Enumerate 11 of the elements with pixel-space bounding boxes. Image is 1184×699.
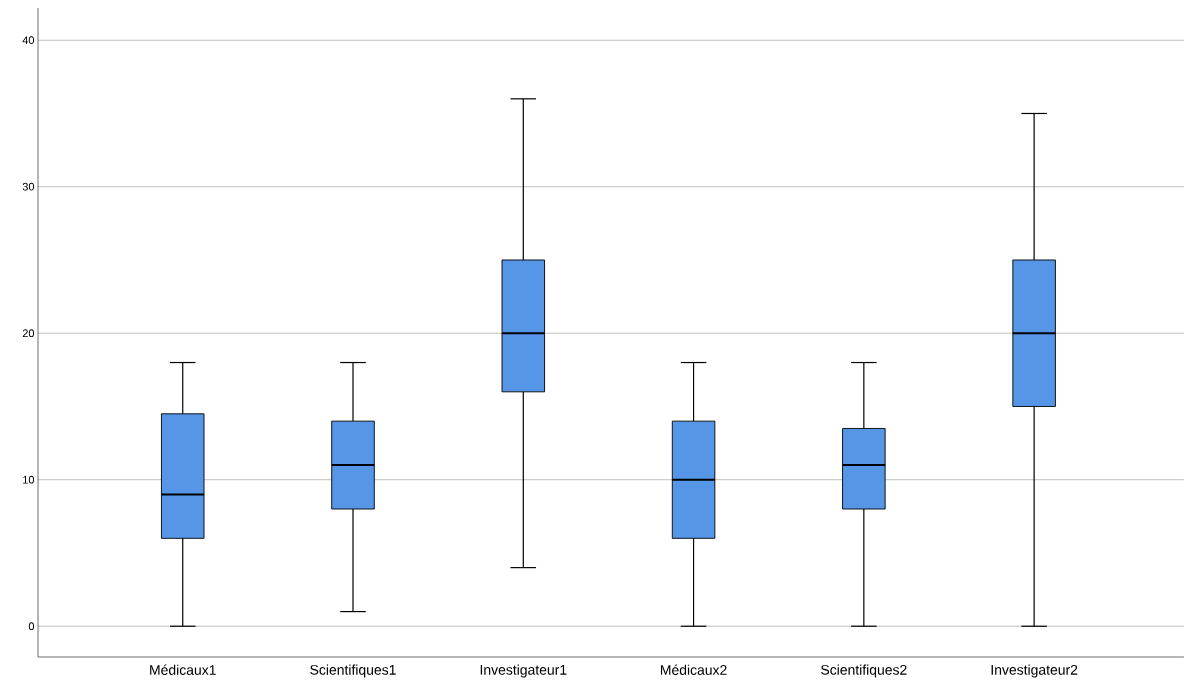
y-tick-label: 30	[22, 182, 35, 191]
x-tick-label: Scientifiques1	[310, 664, 396, 678]
x-tick-label: Investigateur2	[991, 664, 1078, 678]
y-tick-label: 40	[22, 36, 35, 45]
y-tick-label: 20	[22, 329, 35, 338]
x-tick-label: Médicaux1	[150, 664, 216, 675]
x-tick-label: Scientifiques2	[821, 664, 907, 678]
x-tick-label: Investigateur1	[480, 664, 567, 678]
x-tick-label: Médicaux2	[660, 664, 727, 675]
y-tick-label: 0	[28, 622, 35, 631]
y-tick-label: 10	[23, 475, 35, 484]
